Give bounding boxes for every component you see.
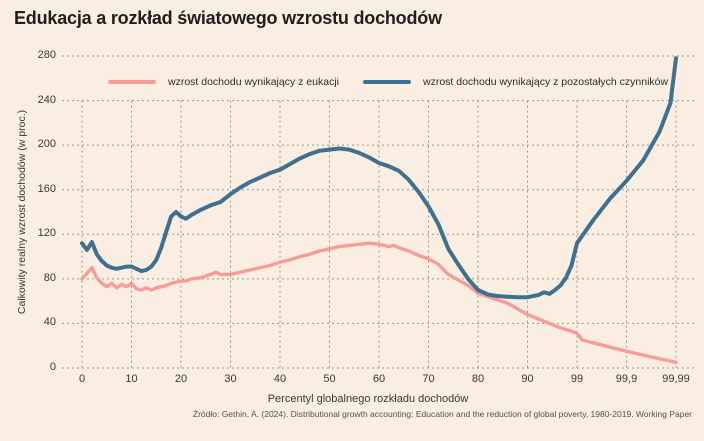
x-tick-label: 30: [224, 373, 237, 385]
y-tick-label: 280: [37, 49, 56, 61]
x-tick-label: 20: [174, 373, 188, 385]
legend: wzrost dochodu wynikający z eukacji wzro…: [108, 76, 668, 88]
x-tick-label: 80: [471, 373, 485, 385]
x-tick-label: 60: [372, 373, 386, 385]
education-line: [80, 241, 678, 365]
y-tick-label: 120: [37, 227, 56, 240]
y-axis-title: Całkowity realny wzrost dochodów (w proc…: [16, 109, 28, 315]
legend-label-education: wzrost dochodu wynikający z eukacji: [168, 76, 339, 88]
y-tick-label: 240: [37, 93, 56, 106]
y-tick-label: 200: [37, 138, 56, 151]
x-tick-label: 0: [78, 373, 86, 385]
other-factors-line-swatch: [363, 79, 411, 85]
legend-item-other-factors: wzrost dochodu wynikający z pozostałych …: [363, 76, 668, 88]
series-lines: [80, 56, 678, 365]
y-tick-label: 80: [43, 271, 56, 284]
x-tick-label: 40: [273, 373, 287, 385]
x-tick-label: 10: [125, 373, 138, 385]
y-tick-label: 0: [49, 361, 56, 373]
legend-label-other-factors: wzrost dochodu wynikający z pozostałych …: [423, 76, 669, 88]
x-axis-title: Percentyl globalnego rozkładu dochodów: [267, 393, 469, 405]
x-tick-label: 99: [570, 373, 584, 385]
source-note: Źródło: Gethin, A. (2024). Distributiona…: [192, 409, 692, 419]
y-tick-label: 160: [37, 182, 56, 195]
x-tick-label: 99,9: [615, 373, 638, 385]
x-tick-label: 50: [323, 373, 336, 385]
x-tick-label: 70: [422, 373, 435, 385]
gridlines: [62, 55, 694, 369]
other-factors-line: [80, 56, 678, 300]
education-line-swatch: [108, 79, 156, 85]
legend-item-education: wzrost dochodu wynikający z eukacji: [108, 76, 339, 88]
page-title: Edukacja a rozkład światowego wzrostu do…: [14, 8, 442, 28]
y-tick-label: 40: [43, 316, 56, 329]
x-tick-label: 99,99: [662, 373, 690, 385]
x-tick-label: 90: [521, 373, 534, 385]
